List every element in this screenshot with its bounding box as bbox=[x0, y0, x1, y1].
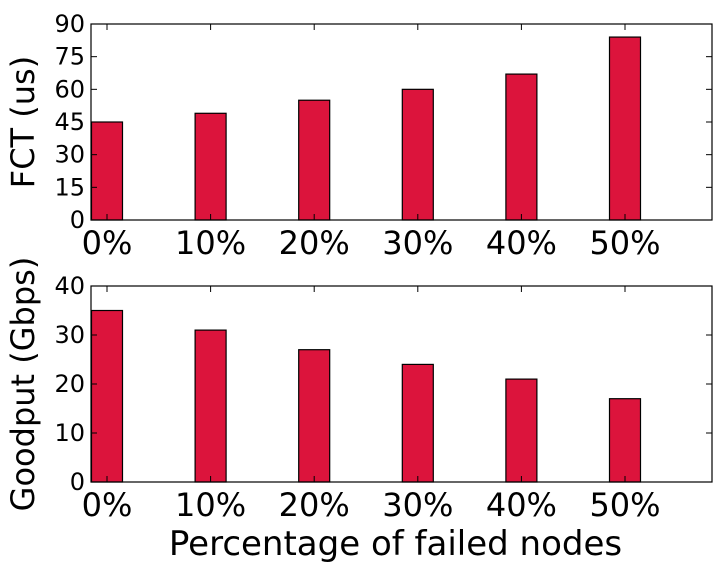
xtick-label-goodput-1: 10% bbox=[175, 486, 246, 524]
ytick-label-fct-0: 0 bbox=[70, 206, 85, 234]
ytick-label-goodput-2: 20 bbox=[54, 370, 85, 398]
ytick-label-fct-3: 45 bbox=[54, 108, 85, 136]
ytick-label-fct-5: 75 bbox=[54, 43, 85, 71]
bar-goodput-2 bbox=[298, 349, 331, 483]
xtick-label-fct-1: 10% bbox=[175, 224, 246, 262]
xtick-label-fct-4: 40% bbox=[486, 224, 557, 262]
xtick-label-fct-3: 30% bbox=[382, 224, 453, 262]
bar-goodput-5 bbox=[608, 398, 642, 483]
chart-panel-fct: 0 15 30 45 60 75 90 0% 10% 20% 30% 40% 50% FCT (us) bbox=[4, 10, 713, 262]
xtick-label-goodput-5: 50% bbox=[589, 486, 660, 524]
ytick-label-fct-6: 90 bbox=[54, 10, 85, 38]
xtick-label-fct-0: 0% bbox=[82, 224, 133, 262]
bar-goodput-3 bbox=[401, 363, 434, 483]
chart-panel-goodput: 0 10 20 30 40 0% 10% 20% 30% 40% 50% Goodput (Gbps)… bbox=[4, 257, 713, 564]
ytick-label-goodput-3: 30 bbox=[54, 321, 85, 349]
ytick-label-goodput-1: 10 bbox=[54, 419, 85, 447]
xtick-label-goodput-4: 40% bbox=[486, 486, 557, 524]
xtick-label-goodput-3: 30% bbox=[382, 486, 453, 524]
bar-goodput-1 bbox=[194, 329, 227, 483]
bar-fct-3 bbox=[401, 88, 434, 221]
bar-fct-4 bbox=[505, 73, 538, 221]
ytick-label-fct-1: 15 bbox=[54, 173, 85, 201]
ytick-label-fct-2: 30 bbox=[54, 141, 85, 169]
bar-goodput-4 bbox=[505, 378, 538, 483]
y-axis-title-goodput: Goodput (Gbps) bbox=[4, 257, 42, 512]
x-axis-title-goodput: Percentage of failed nodes bbox=[169, 524, 622, 564]
ytick-label-goodput-4: 40 bbox=[54, 272, 85, 300]
xtick-label-goodput-0: 0% bbox=[82, 486, 133, 524]
bar-fct-2 bbox=[298, 99, 331, 221]
xtick-label-goodput-2: 20% bbox=[279, 486, 350, 524]
ytick-label-goodput-0: 0 bbox=[70, 468, 85, 496]
ytick-label-fct-4: 60 bbox=[54, 75, 85, 103]
bar-fct-0 bbox=[90, 121, 124, 221]
bar-fct-5 bbox=[608, 36, 642, 221]
xtick-label-fct-5: 50% bbox=[589, 224, 660, 262]
bar-goodput-0 bbox=[90, 309, 124, 483]
y-axis-title-fct: FCT (us) bbox=[4, 56, 42, 188]
bar-fct-1 bbox=[194, 112, 227, 221]
xtick-label-fct-2: 20% bbox=[279, 224, 350, 262]
